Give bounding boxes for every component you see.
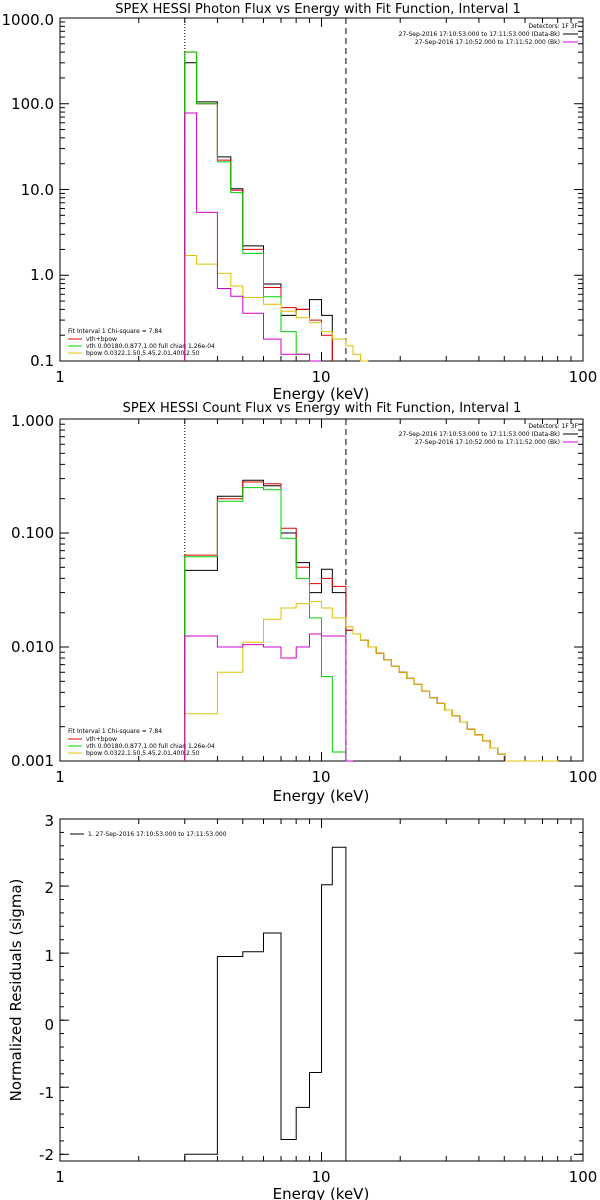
residuals-panel: 1 10 100 -2 -1 0 1 2 3 Energy (keV) Norm… (7, 812, 597, 1200)
count-flux-x-tick-labels: 1 10 100 (55, 768, 597, 786)
residuals-series (184, 846, 347, 1161)
legend-bk-interval: 27-Sep-2016 17:10:52.000 to 17:11:52.000… (415, 39, 560, 46)
legend-sum-fit: vth+bpow (86, 736, 117, 743)
y-tick-label: 0.1 (30, 352, 54, 370)
series-bpow-line (184, 601, 559, 762)
x-tick-label: 1 (55, 368, 65, 386)
count-flux-bottom-legend: Fit Interval 1 Chi-square = 7.84 vth+bpo… (68, 728, 215, 757)
y-tick-label: 10.0 (21, 181, 54, 199)
x-tick-label: 100 (569, 368, 598, 386)
legend-interval: 1. 27-Sep-2016 17:10:53.000 to 17:11:53.… (88, 831, 227, 838)
residuals-x-tick-labels: 1 10 100 (55, 1168, 597, 1186)
y-tick-label: 3 (44, 812, 54, 830)
photon-flux-title: SPEX HESSI Photon Flux vs Energy with Fi… (115, 2, 521, 17)
photon-flux-series (184, 51, 369, 362)
legend-bpow: bpow 0.0322,1.50,5.45,2.01,400,2.50 (86, 350, 200, 357)
x-tick-label: 100 (569, 1168, 598, 1186)
legend-vth: vth 0.00180,0.877,1.00 full chian 1.26e-… (86, 343, 215, 350)
legend-fit-info: Fit Interval 1 Chi-square = 7.84 (68, 728, 162, 735)
legend-data-interval: 27-Sep-2016 17:10:53.000 to 17:11:53.000… (399, 431, 560, 438)
series-vth-line (184, 487, 347, 761)
count-flux-panel: SPEX HESSI Count Flux vs Energy with Fit… (11, 401, 597, 805)
y-tick-label: -1 (39, 1084, 54, 1102)
series-sum_fit-line (184, 51, 333, 361)
photon-flux-x-axis-label: Energy (keV) (273, 385, 370, 403)
count-flux-top-legend: Detectors: 1F 3F 27-Sep-2016 17:10:53.00… (399, 423, 579, 446)
legend-vth: vth 0.00180,0.877,1.00 full chian 1.26e-… (86, 743, 215, 750)
x-tick-label: 10 (311, 768, 330, 786)
y-tick-label: 0 (44, 1016, 54, 1034)
y-tick-label: 0.010 (11, 638, 54, 656)
residuals-y-tick-labels: -2 -1 0 1 2 3 (39, 812, 54, 1164)
count-flux-x-axis-label: Energy (keV) (273, 787, 370, 805)
residuals-legend: 1. 27-Sep-2016 17:10:53.000 to 17:11:53.… (70, 831, 227, 838)
x-tick-label: 10 (311, 1168, 330, 1186)
y-tick-label: 0.100 (11, 524, 54, 542)
photon-flux-bottom-legend: Fit Interval 1 Chi-square = 7.84 vth+bpo… (68, 328, 215, 357)
y-tick-label: 1000.0 (2, 11, 55, 29)
legend-detectors: Detectors: 1F 3F (528, 423, 578, 430)
y-tick-label: 0.001 (11, 752, 54, 770)
count-flux-y-tick-labels: 0.001 0.010 0.100 1.000 (11, 412, 54, 770)
legend-fit-info: Fit Interval 1 Chi-square = 7.84 (68, 328, 162, 335)
series-background-line (184, 112, 322, 362)
series-data-line (184, 846, 347, 1161)
series-sum_fit-line (184, 481, 513, 762)
x-tick-label: 10 (311, 368, 330, 386)
count-flux-title: SPEX HESSI Count Flux vs Energy with Fit… (123, 401, 522, 416)
residuals-ticks (59, 818, 583, 1161)
count-flux-ticks (59, 419, 583, 762)
y-tick-label: 1.000 (11, 412, 54, 430)
y-tick-label: 100.0 (11, 95, 54, 113)
photon-flux-ticks (59, 18, 583, 362)
legend-sum-fit: vth+bpow (86, 336, 117, 343)
y-tick-label: -2 (39, 1146, 54, 1164)
photon-flux-y-tick-labels: 0.1 1.0 10.0 100.0 1000.0 (2, 11, 55, 370)
x-tick-label: 100 (569, 768, 598, 786)
legend-bpow: bpow 0.0322,1.50,5.45,2.01,400,2.50 (86, 750, 200, 757)
y-tick-label: 2 (44, 879, 54, 897)
y-tick-label: 1 (44, 947, 54, 965)
count-flux-series (184, 479, 559, 762)
x-tick-label: 1 (55, 768, 65, 786)
residuals-y-axis-label: Normalized Residuals (sigma) (7, 879, 25, 1102)
x-tick-label: 1 (55, 1168, 65, 1186)
photon-flux-top-legend: Detectors: 1F 3F 27-Sep-2016 17:10:53.00… (399, 23, 579, 46)
legend-detectors: Detectors: 1F 3F (528, 23, 578, 30)
series-data-line (184, 479, 513, 762)
legend-data-interval: 27-Sep-2016 17:10:53.000 to 17:11:53.000… (399, 31, 560, 38)
series-vth-line (184, 51, 322, 362)
photon-flux-x-tick-labels: 1 10 100 (55, 368, 597, 386)
photon-flux-panel: SPEX HESSI Photon Flux vs Energy with Fi… (2, 2, 598, 403)
series-background-line (184, 633, 353, 762)
y-tick-label: 1.0 (30, 266, 54, 284)
legend-bk-interval: 27-Sep-2016 17:10:52.000 to 17:11:52.000… (415, 439, 560, 446)
residuals-x-axis-label: Energy (keV) (273, 1185, 370, 1200)
